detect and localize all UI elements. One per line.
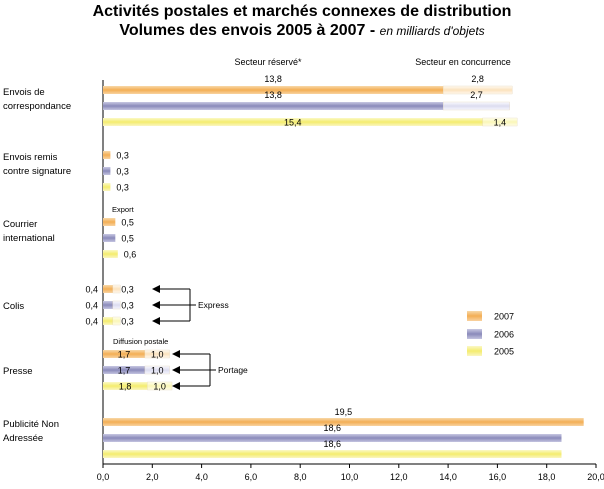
- data-label-concurrence: 2,8: [471, 74, 484, 84]
- category-label: Envois remis: [3, 152, 58, 163]
- bar-reserve-2007: [103, 86, 444, 94]
- bar-reserve-2007: [103, 418, 584, 426]
- bar-reserve-2005: [103, 183, 111, 191]
- chart-subtitle: Volumes des envois 2005 à 2007: [119, 22, 366, 39]
- segment-label-concurrence: Secteur en concurrence: [415, 57, 511, 67]
- bar-reserve-2006: [103, 167, 111, 175]
- category-label: correspondance: [3, 101, 71, 112]
- data-label-reserve: 0,3: [116, 167, 129, 177]
- chart-subtitle-line: Volumes des envois 2005 à 2007 - en mill…: [119, 22, 485, 39]
- bar-reserve-2007: [103, 350, 145, 358]
- annotation-label: Express: [198, 300, 229, 310]
- x-tick-label: 10,0: [341, 472, 359, 482]
- bar-reserve-2005: [103, 317, 113, 325]
- legend-swatch-2007: [467, 311, 482, 321]
- data-label-reserve: 1,7: [118, 350, 131, 360]
- bar-concurrence-2007: [443, 85, 513, 95]
- data-label-concurrence: 2,7: [470, 90, 483, 100]
- bar-concurrence-2007: [144, 349, 170, 359]
- bar-concurrence-2006: [112, 300, 121, 310]
- annotation-label: Portage: [218, 365, 248, 375]
- x-tick-label: 14,0: [439, 472, 457, 482]
- legend-swatch-2005: [467, 346, 482, 356]
- bar-concurrence-2006: [144, 365, 170, 375]
- bar-reserve-2007: [103, 285, 113, 293]
- data-label-concurrence: 1,0: [153, 382, 166, 392]
- category-label: Presse: [3, 366, 33, 377]
- data-label-concurrence: 0,3: [121, 317, 134, 327]
- x-tick-label: 0,0: [97, 472, 110, 482]
- x-tick-label: 4,0: [195, 472, 208, 482]
- data-label-reserve: 0,5: [121, 234, 134, 244]
- data-label-reserve: 15,4: [284, 118, 302, 128]
- category-label: Publicité Non: [3, 419, 59, 430]
- bar-reserve-2006: [103, 301, 113, 309]
- data-label-reserve: 0,3: [116, 151, 129, 161]
- data-label-concurrence: 1,4: [494, 118, 507, 128]
- data-label-reserve: 0,6: [124, 250, 137, 260]
- data-label-concurrence: 1,0: [151, 366, 164, 376]
- data-label-reserve: 0,4: [85, 317, 98, 327]
- data-label-reserve: 13,8: [264, 90, 282, 100]
- bar-reserve-2005: [103, 118, 483, 126]
- legend-label-2007: 2007: [494, 312, 514, 322]
- bar-reserve-2006: [103, 434, 562, 442]
- data-label-reserve: 18,6: [323, 439, 341, 449]
- category-label: Adressée: [3, 433, 43, 444]
- x-tick-label: 6,0: [245, 472, 258, 482]
- bar-concurrence-2006: [443, 101, 510, 111]
- x-tick-label: 16,0: [489, 472, 507, 482]
- bar-reserve-2006: [103, 102, 444, 110]
- bar-reserve-2007: [103, 218, 116, 226]
- bar-concurrence-2007: [112, 284, 121, 294]
- category-label: contre signature: [3, 166, 71, 177]
- legend-label-2006: 2006: [494, 330, 514, 340]
- category-label: international: [3, 233, 55, 244]
- chart-title: Activités postales et marchés connexes d…: [92, 3, 512, 20]
- x-tick-label: 18,0: [538, 472, 556, 482]
- data-label-reserve: 0,4: [85, 301, 98, 311]
- data-label-reserve: 19,5: [335, 407, 353, 417]
- category-note: Diffusion postale: [113, 337, 168, 346]
- data-label-reserve: 1,7: [118, 366, 131, 376]
- legend-label-2005: 2005: [494, 347, 514, 357]
- bar-reserve-2005: [103, 250, 118, 258]
- bar-concurrence-2005: [112, 316, 121, 326]
- bar-reserve-2006: [103, 234, 116, 242]
- category-label: Envois de: [3, 87, 45, 98]
- data-label-concurrence: 0,3: [121, 285, 134, 295]
- category-note: Export: [112, 205, 135, 214]
- chart-unit: en milliards d'objets: [379, 24, 485, 38]
- x-tick-label: 8,0: [294, 472, 307, 482]
- data-label-concurrence: 1,0: [151, 350, 164, 360]
- bar-reserve-2006: [103, 366, 145, 374]
- data-label-reserve: 18,6: [323, 423, 341, 433]
- x-tick-label: 2,0: [146, 472, 159, 482]
- bar-reserve-2005: [103, 382, 148, 390]
- data-label-reserve: 13,8: [264, 74, 282, 84]
- data-label-reserve: 0,3: [116, 183, 129, 193]
- category-label: Courrier: [3, 219, 37, 230]
- bar-concurrence-2005: [482, 117, 518, 127]
- data-label-concurrence: 0,3: [121, 301, 134, 311]
- legend-swatch-2006: [467, 329, 482, 339]
- data-label-reserve: 1,8: [119, 382, 132, 392]
- bar-reserve-2005: [103, 450, 562, 458]
- category-label: Colis: [3, 301, 24, 312]
- x-tick-label: 20,0: [587, 472, 604, 482]
- segment-label-reserve: Secteur réservé*: [234, 57, 302, 67]
- x-tick-label: 12,0: [390, 472, 408, 482]
- bar-reserve-2007: [103, 151, 111, 159]
- data-label-reserve: 0,5: [121, 218, 134, 228]
- data-label-reserve: 0,4: [85, 285, 98, 295]
